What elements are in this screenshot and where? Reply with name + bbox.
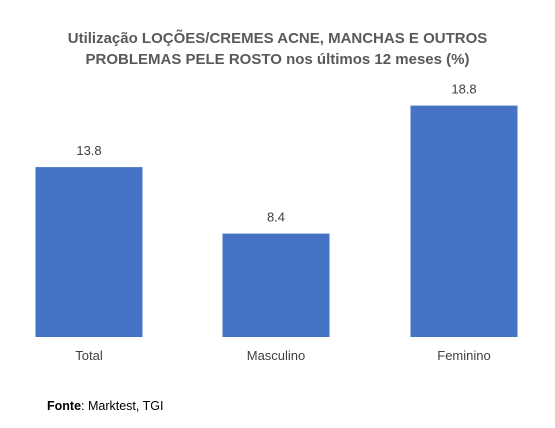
- source-text: : Marktest, TGI: [81, 399, 164, 413]
- category-label-total: Total: [75, 348, 103, 363]
- value-label-feminino: 18.8: [451, 82, 476, 97]
- value-label-masculino: 8.4: [267, 210, 285, 225]
- chart-title-line-2: PROBLEMAS PELE ROSTO nos últimos 12 mese…: [85, 51, 470, 68]
- category-label-feminino: Feminino: [437, 348, 490, 363]
- bar-masculino: [222, 233, 330, 337]
- chart-title: Utilização LOÇÕES/CREMES ACNE, MANCHAS E…: [0, 28, 555, 70]
- bar-total: [35, 167, 143, 337]
- category-label-masculino: Masculino: [247, 348, 306, 363]
- value-label-total: 13.8: [76, 143, 101, 158]
- chart-title-line-1: Utilização LOÇÕES/CREMES ACNE, MANCHAS E…: [67, 30, 488, 47]
- source-label: Fonte: [47, 399, 82, 413]
- source-note: Fonte: Marktest, TGI: [47, 399, 163, 413]
- plot-area: 13.8 Total 8.4 Masculino 18.8 Feminino: [35, 82, 518, 363]
- bar-feminino: [410, 105, 518, 337]
